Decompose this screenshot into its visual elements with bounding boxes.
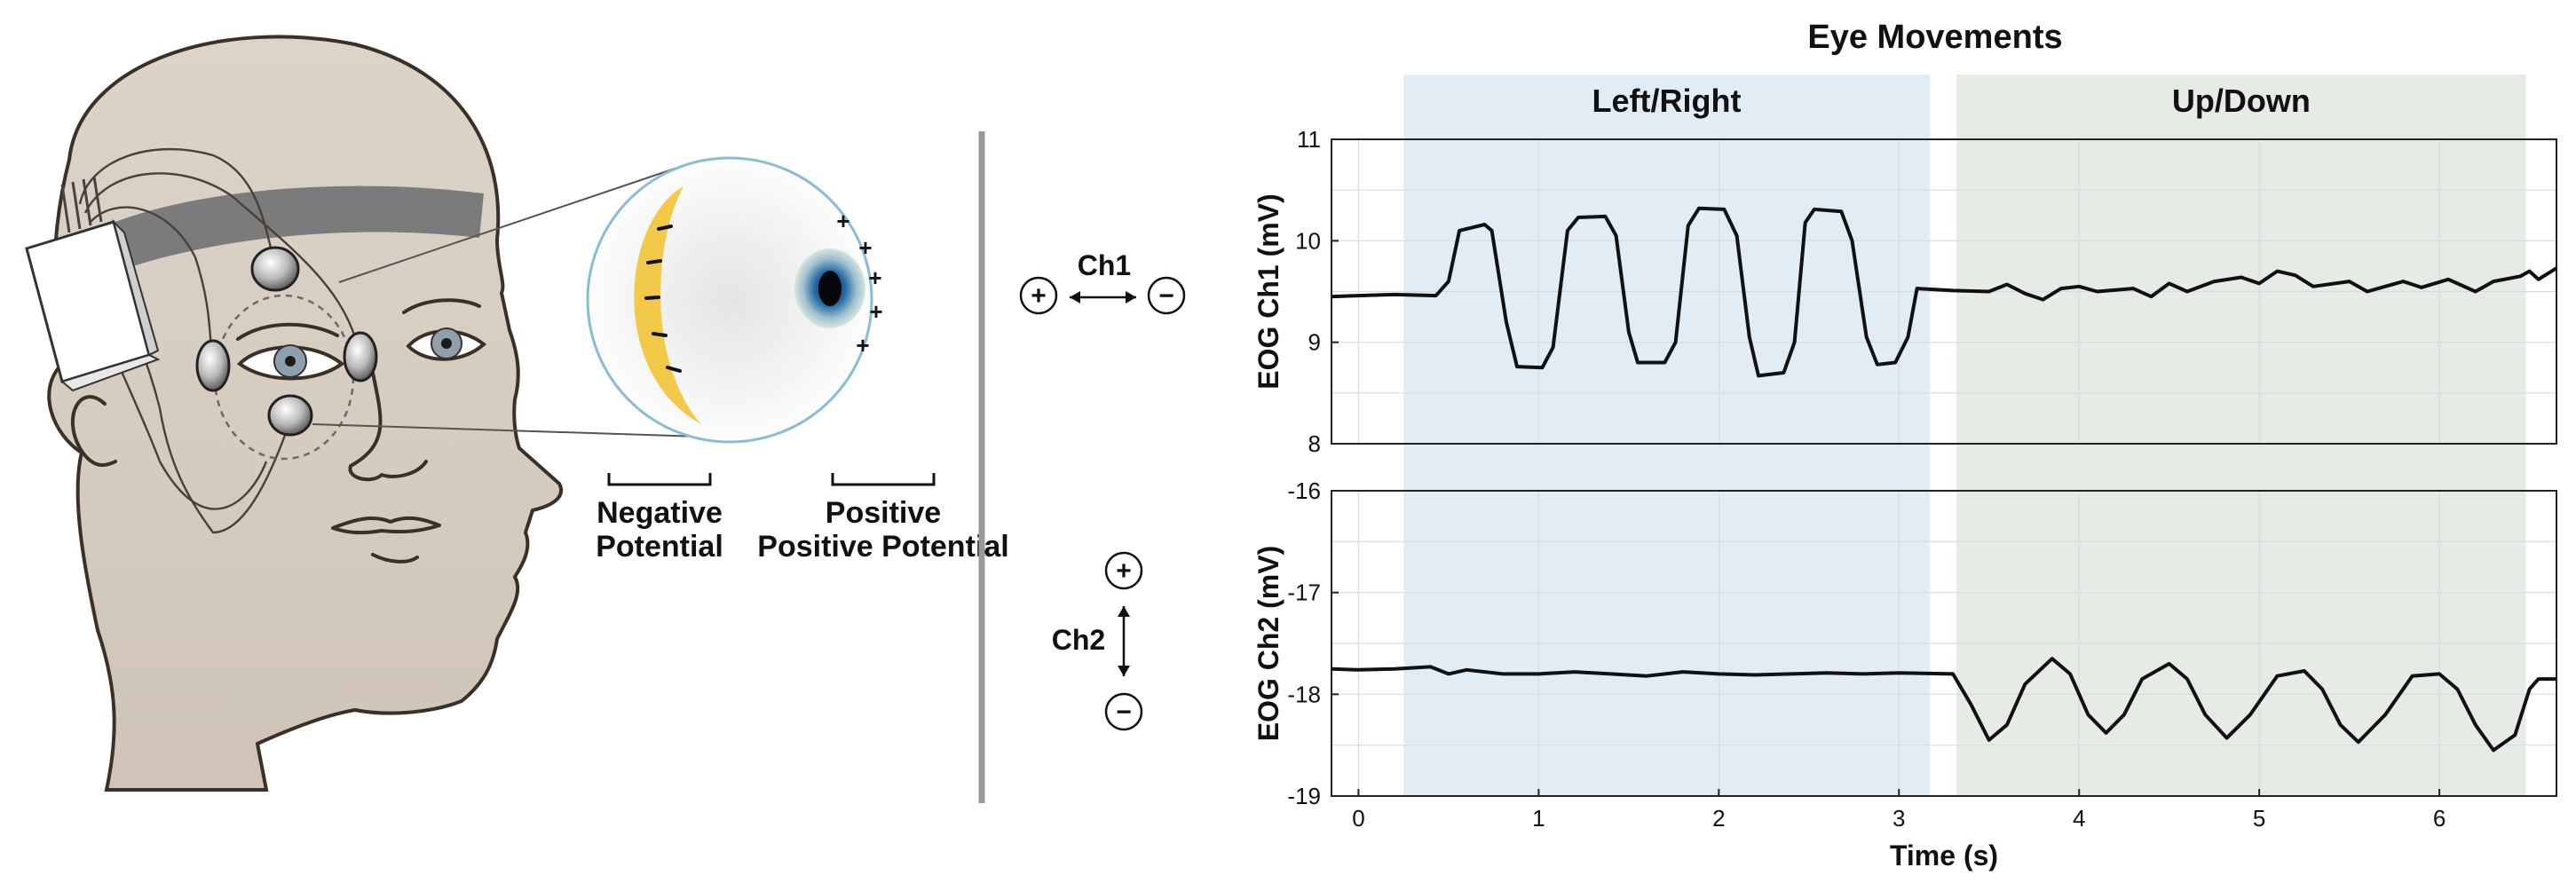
- plus-sign: +: [858, 234, 872, 261]
- mouth: [331, 516, 441, 535]
- region-label-1: Up/Down: [2172, 83, 2311, 119]
- chin-line: [371, 553, 419, 564]
- ch1-label: Ch1: [1078, 249, 1131, 281]
- y-tick-label: 9: [1308, 329, 1321, 356]
- cornea-iris: [794, 248, 865, 328]
- x-tick-label: 3: [1892, 805, 1905, 832]
- x-tick-label: 2: [1712, 805, 1725, 832]
- region-0: [1403, 75, 1930, 796]
- panel-frame-ch1: [1331, 138, 2557, 445]
- ch2-minus: −: [1116, 698, 1132, 727]
- electrode-right: [343, 331, 378, 382]
- y-tick-label: -16: [1287, 477, 1321, 504]
- nose: [348, 371, 428, 482]
- ch1-minus: −: [1158, 281, 1174, 311]
- positive-label-line2: Positive Potential: [757, 530, 1008, 564]
- panel-frame-ch2: [1331, 490, 2557, 797]
- electrode-bottom: [267, 394, 313, 437]
- positive-bracket: [831, 473, 936, 486]
- left-eye: [406, 327, 487, 361]
- x-tick-label: 0: [1352, 805, 1364, 832]
- left-eyebrow: [402, 298, 481, 314]
- negative-label-line2: Potential: [596, 530, 723, 564]
- plus-sign: +: [869, 298, 882, 325]
- positive-charges: + + + + +: [836, 208, 882, 359]
- electrodes: [195, 246, 378, 437]
- y-tick-label: -19: [1287, 783, 1321, 809]
- y-axis-label-ch2: EOG Ch2 (mV): [1252, 546, 1284, 741]
- trace-ch2: [1331, 657, 2556, 753]
- zoom-line-upper: [338, 168, 676, 283]
- positive-label-line1: Positive: [826, 496, 941, 530]
- y-tick-label: 11: [1297, 126, 1321, 153]
- headband: [93, 185, 484, 280]
- y-tick-label: -17: [1287, 580, 1321, 606]
- plus-sign: +: [856, 332, 869, 359]
- y-tick-label: 10: [1295, 227, 1321, 254]
- y-axis-label-ch1: EOG Ch1 (mV): [1252, 193, 1284, 389]
- x-axis-label: Time (s): [1890, 840, 1998, 871]
- region-label-0: Left/Right: [1592, 83, 1741, 119]
- trace-ch1: [1331, 206, 2558, 378]
- electrode-left: [195, 339, 231, 392]
- eye-cross-section: [586, 156, 873, 444]
- y-tick-label: -18: [1287, 681, 1321, 707]
- right-eye: [236, 344, 345, 381]
- x-tick-label: 4: [2073, 805, 2085, 832]
- plus-sign: +: [868, 264, 881, 291]
- head-illustration: [25, 35, 563, 792]
- ear: [71, 395, 117, 468]
- y-tick-label: 8: [1308, 430, 1321, 457]
- electrode-top: [250, 246, 300, 292]
- negative-bracket: [607, 473, 712, 486]
- ch2-schematic: + − Ch2: [1052, 551, 1143, 731]
- ch2-plus: +: [1116, 556, 1132, 586]
- chart-title: Eye Movements: [1807, 19, 2062, 56]
- right-eyebrow: [236, 322, 339, 341]
- x-tick-label: 5: [2253, 805, 2265, 832]
- region-1: [1956, 75, 2526, 796]
- ch1-schematic: + − Ch1: [1019, 249, 1186, 315]
- negative-label-line1: Negative: [597, 496, 723, 530]
- zoom-line-lower: [312, 423, 702, 438]
- eog-chart: Eye Movements Left/Right Up/Down 891011EO…: [1252, 19, 2558, 871]
- negative-charges: [644, 225, 682, 373]
- ch1-plus: +: [1031, 281, 1047, 311]
- x-tick-label: 6: [2433, 805, 2446, 832]
- battery-pack: [25, 176, 161, 392]
- plus-sign: +: [836, 208, 849, 234]
- negative-potential-crescent: [634, 186, 701, 424]
- x-tick-label: 1: [1532, 805, 1545, 832]
- ch2-label: Ch2: [1052, 624, 1105, 656]
